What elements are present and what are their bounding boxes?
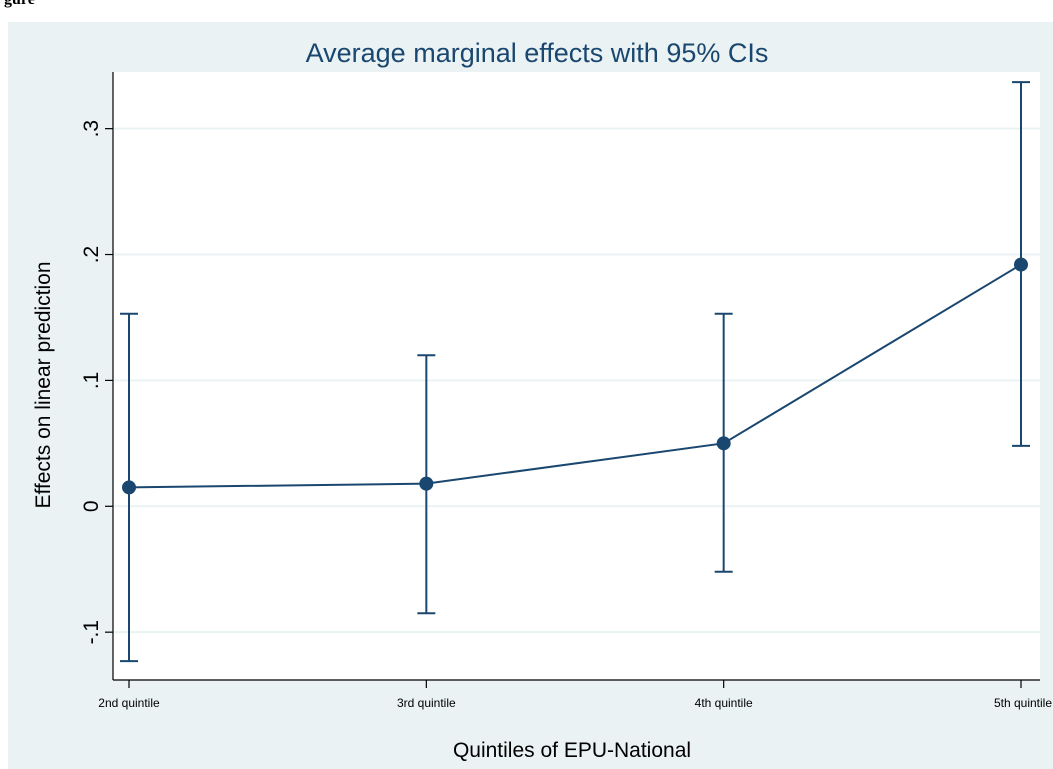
data-point: [1014, 257, 1028, 272]
y-tick-label: -.1: [80, 620, 103, 645]
x-axis-title: Quintiles of EPU-National: [453, 739, 691, 762]
figure-caption-text: gure: [4, 0, 35, 9]
plot-area: [113, 72, 1040, 680]
gridlines: [114, 127, 1040, 634]
data-point: [122, 480, 136, 495]
y-axis-title: Effects on linear prediction: [32, 261, 55, 508]
y-axis-ticks: -.1 0 .1 .2 .3: [80, 120, 113, 645]
x-tick-label: 5th quintile: [994, 696, 1052, 710]
x-axis-ticks: 2nd quintile 3rd quintile 4th quintile 5th …: [98, 680, 1052, 710]
y-tick-label: .1: [80, 372, 103, 390]
series-line: [128, 263, 1022, 489]
y-tick-label: .2: [80, 246, 103, 264]
x-tick-label: 2nd quintile: [98, 696, 160, 710]
y-tick-label: .3: [80, 120, 103, 138]
data-point: [419, 476, 434, 491]
data-point: [716, 436, 731, 451]
x-tick-label: 4th quintile: [695, 696, 753, 710]
x-tick-label: 3rd quintile: [397, 696, 456, 710]
figure-caption: gure: [0, 0, 1053, 22]
series-layer: [120, 81, 1030, 663]
chart-title: Average marginal effects with 95% CIs: [306, 38, 769, 68]
y-tick-label: 0: [80, 500, 103, 512]
